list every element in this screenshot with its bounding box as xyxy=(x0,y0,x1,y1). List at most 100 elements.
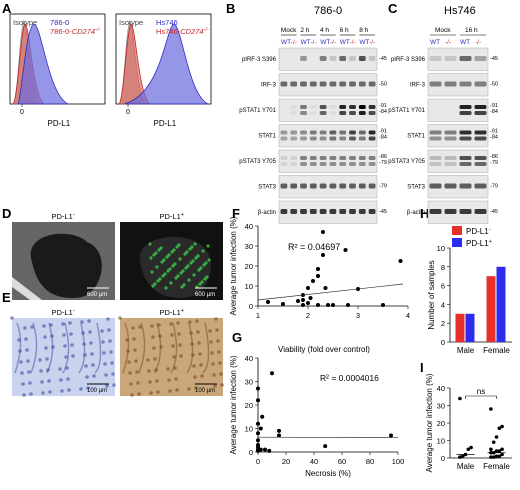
data-point xyxy=(263,447,267,452)
blot-row-label: pIRF-3 S396 xyxy=(242,57,277,63)
blot-band xyxy=(429,130,442,135)
blot-band xyxy=(459,111,472,115)
timepoint-label: Mock xyxy=(281,27,297,34)
legend-label: PD-L1+ xyxy=(466,239,492,248)
blot-band xyxy=(309,156,317,160)
x-tick-label: 3 xyxy=(356,311,360,320)
blot-band xyxy=(444,209,457,214)
legend-wildtype: 786-0 xyxy=(50,18,69,27)
data-point xyxy=(311,279,315,283)
timepoint-label: Mock xyxy=(435,27,451,34)
data-point xyxy=(497,449,502,453)
genotype-wt: WT xyxy=(460,39,470,46)
mw-marker: -79 xyxy=(490,184,498,190)
blot-band xyxy=(309,209,317,214)
blot-band xyxy=(368,136,376,141)
blot-band xyxy=(300,156,307,160)
mw-marker: -79 xyxy=(490,160,498,166)
blot-band xyxy=(358,130,366,135)
blot-band xyxy=(429,56,442,61)
blot-band xyxy=(429,136,442,141)
blot-band xyxy=(429,156,442,160)
blot-band xyxy=(339,162,347,166)
scale-bar-label: 100 µm xyxy=(87,388,107,394)
bar-female-0 xyxy=(486,276,496,342)
blot-band xyxy=(329,183,337,189)
blot-band xyxy=(368,156,376,160)
y-tick-label: 0 xyxy=(249,448,253,457)
western-blot-786-0 xyxy=(278,34,378,224)
y-tick-label: 10 xyxy=(437,437,445,446)
blot-row-label: pSTAT1 Y701 xyxy=(388,108,425,114)
image-label: PD-L1- xyxy=(52,212,75,221)
blot-band xyxy=(368,111,376,115)
blot-band xyxy=(474,130,487,135)
blot-band xyxy=(368,162,376,166)
blot-band xyxy=(300,162,307,166)
data-point xyxy=(316,274,320,278)
blot-band xyxy=(309,111,317,115)
data-point xyxy=(256,421,260,426)
blot-band xyxy=(429,81,442,87)
y-tick-label: 40 xyxy=(245,354,253,363)
blot-band xyxy=(474,136,487,141)
x-axis-label: PD-L1 xyxy=(154,119,177,128)
blot-band xyxy=(349,162,356,166)
y-tick-label: 30 xyxy=(245,242,253,251)
blot-band xyxy=(368,81,376,87)
blot-row-label: STAT1 xyxy=(258,134,276,140)
blot-band xyxy=(300,183,307,189)
data-point xyxy=(301,298,305,302)
panel-letter-H: H xyxy=(420,206,429,221)
blot-band xyxy=(474,156,487,160)
y-axis-label: Average tumor infection (%) xyxy=(229,355,238,454)
blot-band xyxy=(368,105,376,109)
image-E-pdl1-pos xyxy=(118,316,224,397)
blot-band xyxy=(444,136,457,141)
x-axis-label: Necrosis (%) xyxy=(305,469,351,478)
y-tick-label: 0 xyxy=(441,454,445,463)
blot-row-label: pSTAT3 Y705 xyxy=(239,159,276,165)
genotype-ko: -/- xyxy=(330,39,336,46)
y-tick-label: 0 xyxy=(441,338,445,347)
blot-band xyxy=(319,56,327,61)
blot-band xyxy=(319,209,327,214)
data-point xyxy=(256,398,260,403)
blot-band xyxy=(280,81,288,87)
blot-band xyxy=(309,183,317,189)
data-point xyxy=(469,445,473,450)
blot-band xyxy=(280,183,288,189)
y-axis-label: Number of samples xyxy=(427,260,436,329)
data-point xyxy=(301,303,305,307)
y-tick-label: 20 xyxy=(245,401,253,410)
blot-band xyxy=(349,136,356,141)
data-point xyxy=(266,300,270,304)
data-point xyxy=(458,396,462,401)
data-point xyxy=(489,407,493,411)
blot-band xyxy=(339,183,347,189)
genotype-ko: -/- xyxy=(291,39,297,46)
genotype-ko: -/- xyxy=(475,39,481,46)
mw-marker: -50 xyxy=(379,82,387,88)
data-point xyxy=(306,301,310,305)
data-point xyxy=(260,414,265,419)
data-point xyxy=(323,286,328,290)
y-tick-label: 30 xyxy=(437,402,445,411)
blot-band xyxy=(290,162,298,166)
blot-band xyxy=(358,111,366,115)
blot-band xyxy=(459,81,472,87)
blot-band xyxy=(300,105,307,109)
blot-band xyxy=(358,136,366,141)
blot-band xyxy=(309,130,317,135)
blot-band xyxy=(474,56,487,61)
blot-band xyxy=(459,156,472,160)
y-tick-label: 2 xyxy=(441,319,445,328)
mw-marker: -79 xyxy=(379,160,387,166)
image-D-pdl1-pos xyxy=(120,222,223,300)
x-tick-label: 40 xyxy=(310,457,318,466)
data-point xyxy=(494,435,499,439)
blot-band xyxy=(329,56,337,61)
blot-row-label: STAT3 xyxy=(407,185,425,191)
isotype-label: Isotype xyxy=(13,18,37,27)
